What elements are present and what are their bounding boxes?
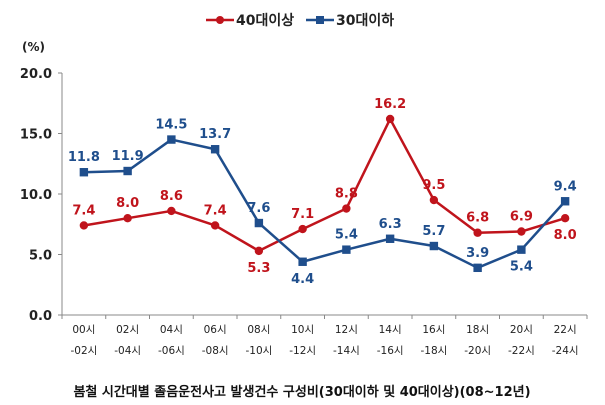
data-point (123, 214, 132, 223)
data-label: 9.4 (554, 179, 577, 194)
data-label: 8.6 (160, 189, 183, 204)
data-label: 5.4 (510, 260, 533, 275)
x-tick-label: 20시 (510, 324, 533, 336)
y-unit-label: (%) (22, 40, 45, 54)
y-tick-label: 0.0 (29, 309, 52, 324)
y-tick-label: 20.0 (20, 67, 52, 82)
data-point (385, 234, 395, 243)
chart-caption: 봄철 시간대별 졸음운전사고 발생건수 구성비(30대이하 및 40대이상)(0… (73, 384, 530, 400)
data-point (298, 257, 307, 266)
data-label: 5.3 (247, 261, 270, 276)
data-point (560, 214, 570, 223)
x-tick-label-range: -12시 (289, 345, 316, 357)
data-label: 7.6 (247, 201, 270, 216)
data-label: 8.0 (554, 228, 577, 243)
x-tick-label-range: -18시 (420, 345, 447, 357)
x-tick-label-range: -14시 (333, 345, 360, 357)
data-point (560, 197, 570, 206)
x-tick-label: 12시 (335, 324, 358, 336)
data-label: 8.0 (116, 196, 139, 211)
data-label: 7.1 (291, 207, 314, 222)
series-layer: 7.4 8.0 8.67.45.37.18.816.29.56.8 6.98.011.… (68, 97, 577, 287)
x-tick-label: 00시 (72, 324, 95, 336)
data-point (342, 204, 351, 213)
data-point (429, 195, 439, 205)
x-tick-label: 16시 (422, 324, 445, 336)
data-label: 3.9 (466, 246, 489, 261)
legend-marker-40s-plus (216, 16, 224, 24)
x-tick-label-range: -02시 (70, 345, 97, 357)
legend-item-40s-plus: 40대이상 (206, 12, 294, 29)
series-30s-minus: 11.8 11.9 14.5 13.7 7.6 4.4 5.4 6.3 5.7 3.9 5.4 9.4 (68, 118, 577, 287)
data-label: 9.5 (422, 178, 445, 193)
x-tick-label: 14시 (379, 324, 402, 336)
x-tick-label-range: -24시 (552, 345, 579, 357)
data-label: 7.4 (72, 203, 95, 218)
series-40s-plus: 7.4 8.0 8.6 7.4 5.3 7.1 8.8 16.2 9.5 6.8 6.9 8.0 (72, 97, 576, 276)
data-label: 11.9 (112, 149, 144, 164)
x-tick-label-range: -20시 (464, 345, 491, 357)
data-point (473, 228, 482, 237)
x-tick-label-range: -06시 (158, 345, 185, 357)
legend: 40대이상 30대이하 (206, 12, 394, 29)
y-tick-label: 10.0 (20, 188, 52, 203)
data-label: 6.3 (379, 217, 402, 232)
x-tick-label-range: -22시 (508, 345, 535, 357)
x-tick-label: 18시 (466, 324, 489, 336)
axes: 0.0 5.0 10.0 15.0 20.0 00시 -02시 02시 -04시 04시 -06시 0… (20, 67, 588, 357)
data-point (123, 166, 132, 176)
x-tick-label-range: -04시 (114, 345, 141, 357)
x-tick-label: 02시 (116, 324, 139, 336)
data-label: 7.4 (204, 203, 227, 218)
legend-label-40s-plus: 40대이상 (236, 12, 294, 29)
y-tick-label: 5.0 (29, 249, 52, 264)
data-point (167, 135, 176, 144)
data-label: 8.8 (335, 187, 358, 202)
data-label: 6.8 (466, 211, 489, 226)
y-tick-label: 15.0 (20, 128, 52, 143)
data-point (79, 168, 89, 177)
x-tick-label-range: -10시 (245, 345, 272, 357)
data-point (517, 227, 526, 236)
data-point (254, 218, 264, 228)
series-line (83, 117, 566, 253)
x-tick-label-range: -08시 (202, 345, 229, 357)
data-point (429, 241, 439, 251)
x-tick-label: 06시 (204, 324, 227, 336)
legend-marker-30s-minus (316, 16, 324, 24)
data-point (385, 114, 395, 124)
x-tick-label: 04시 (160, 324, 183, 336)
data-label: 5.4 (335, 228, 358, 243)
data-label: 6.9 (510, 210, 533, 225)
data-label: 13.7 (199, 127, 231, 142)
series-line (83, 138, 567, 270)
data-label: 11.8 (68, 150, 100, 165)
data-label: 16.2 (374, 97, 406, 112)
x-tick-label-range: -16시 (377, 345, 404, 357)
data-point (298, 224, 307, 234)
data-point (342, 245, 351, 254)
data-point (473, 263, 482, 273)
data-label: 5.7 (422, 224, 445, 239)
data-point (517, 245, 526, 254)
x-tick-label: 22시 (554, 324, 577, 336)
legend-item-30s-minus: 30대이하 (306, 12, 394, 29)
data-point (210, 221, 220, 230)
data-label: 14.5 (155, 118, 187, 133)
x-tick-label: 08시 (247, 324, 270, 336)
data-point (167, 206, 176, 216)
data-label: 4.4 (291, 272, 314, 287)
data-point (254, 246, 264, 256)
legend-label-30s-minus: 30대이하 (336, 12, 394, 29)
data-point (79, 221, 89, 230)
data-point (210, 145, 220, 154)
x-tick-label: 10시 (291, 324, 314, 336)
